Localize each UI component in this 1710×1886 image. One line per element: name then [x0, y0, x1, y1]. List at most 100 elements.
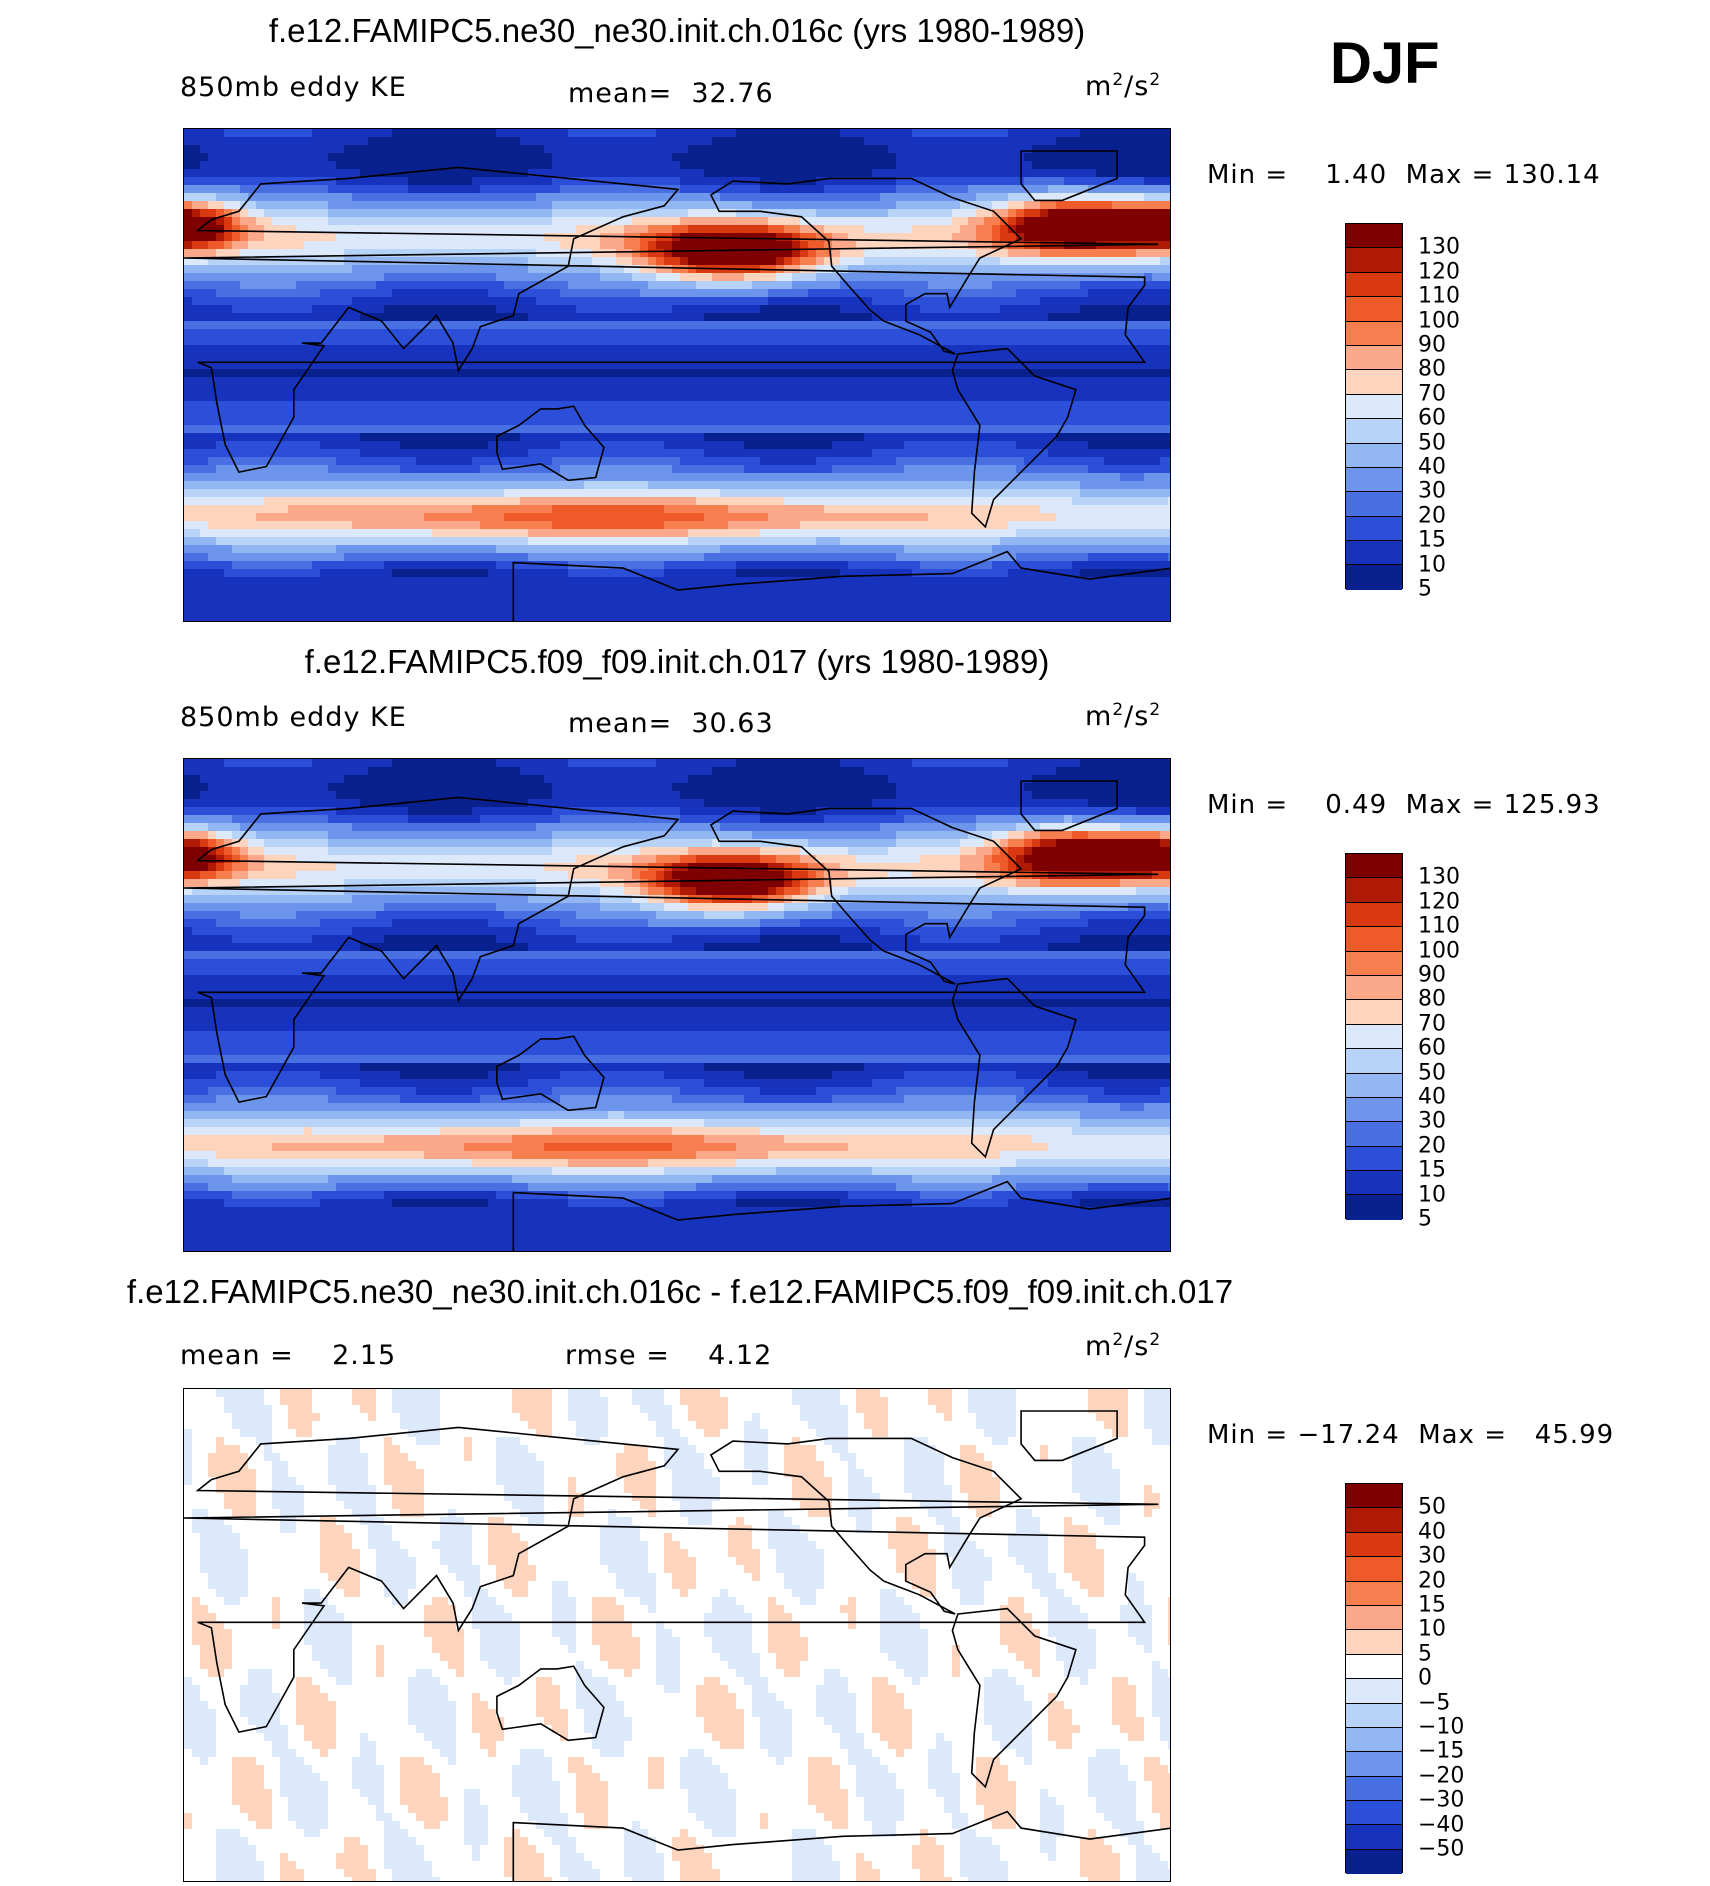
coastline	[1020, 780, 1118, 832]
colorbar-swatch	[1346, 1484, 1402, 1509]
coastline	[951, 977, 1077, 1159]
colorbar-label: 60	[1418, 1036, 1446, 1061]
panel-3-unit-label: m2/s2	[1085, 1330, 1161, 1362]
colorbar-swatch	[1346, 516, 1402, 542]
coastline	[512, 1810, 1170, 1881]
colorbar-label: −40	[1418, 1812, 1464, 1837]
colorbar-label: 15	[1418, 1593, 1446, 1618]
colorbar-swatch	[1346, 224, 1402, 249]
colorbar-label: 90	[1418, 963, 1446, 988]
colorbar-label: 15	[1418, 1158, 1446, 1183]
colorbar-label: 70	[1418, 1011, 1446, 1036]
colorbar-swatch	[1346, 1654, 1402, 1680]
coastline	[709, 1437, 1023, 1615]
colorbar-label: −10	[1418, 1715, 1464, 1740]
colorbar-swatch	[1346, 1000, 1402, 1025]
colorbar-swatch	[1346, 1146, 1402, 1172]
colorbar-label: 30	[1418, 1544, 1446, 1569]
colorbar-label: 130	[1418, 865, 1460, 890]
colorbar-label: −15	[1418, 1739, 1464, 1764]
colorbar-swatch	[1346, 1024, 1402, 1050]
colorbar-label: 30	[1418, 1109, 1446, 1134]
colorbar-label: 10	[1418, 1617, 1446, 1642]
colorbar-label: 0	[1418, 1666, 1432, 1691]
coastline	[184, 1426, 1159, 1734]
colorbar-swatch	[1346, 321, 1402, 346]
colorbar-label: 80	[1418, 357, 1446, 382]
colorbar-swatch	[1346, 1049, 1402, 1074]
colorbar-label: 5	[1418, 1207, 1432, 1232]
colorbar-label: −5	[1418, 1690, 1450, 1715]
panel-1-colorbar	[1345, 223, 1403, 590]
colorbar-label: 110	[1418, 914, 1460, 939]
field-cells	[184, 129, 1170, 621]
colorbar-swatch	[1346, 248, 1402, 273]
field-cells	[184, 1389, 1170, 1881]
coastline	[709, 807, 1023, 985]
colorbar-swatch	[1346, 902, 1402, 928]
colorbar-label: 20	[1418, 1568, 1446, 1593]
colorbar-swatch	[1346, 1508, 1402, 1533]
panel-1-mean-label: mean= 32.76	[568, 78, 774, 109]
colorbar-label: 5	[1418, 577, 1432, 602]
colorbar-swatch	[1346, 878, 1402, 903]
colorbar-swatch	[1346, 443, 1402, 468]
panel-1-title: f.e12.FAMIPC5.ne30_ne30.init.ch.016c (yr…	[183, 12, 1171, 50]
colorbar-swatch	[1346, 1532, 1402, 1558]
coastline	[512, 550, 1170, 621]
colorbar-label: 30	[1418, 479, 1446, 504]
coastline	[709, 177, 1023, 355]
colorbar-swatch	[1346, 1171, 1402, 1196]
coastline	[184, 796, 1159, 1104]
panel-3-title: f.e12.FAMIPC5.ne30_ne30.init.ch.016c - f…	[80, 1273, 1280, 1311]
season-label: DJF	[1330, 30, 1440, 97]
field-cells	[184, 759, 1170, 1251]
coastline	[496, 405, 605, 482]
colorbar-label: 20	[1418, 503, 1446, 528]
colorbar-swatch	[1346, 1630, 1402, 1655]
colorbar-label: 40	[1418, 455, 1446, 480]
colorbar-label: 40	[1418, 1519, 1446, 1544]
colorbar-swatch	[1346, 1703, 1402, 1728]
colorbar-label: 120	[1418, 889, 1460, 914]
colorbar-swatch	[1346, 370, 1402, 395]
colorbar-swatch	[1346, 927, 1402, 952]
colorbar-swatch	[1346, 1605, 1402, 1631]
panel-2-unit-label: m2/s2	[1085, 700, 1161, 732]
colorbar-label: −30	[1418, 1788, 1464, 1813]
coastline	[1020, 150, 1118, 202]
colorbar-label: 100	[1418, 938, 1460, 963]
panel-1-min-max: Min = 1.40 Max = 130.14	[1207, 160, 1601, 190]
colorbar-swatch	[1346, 1679, 1402, 1704]
colorbar-swatch	[1346, 975, 1402, 1001]
colorbar-swatch	[1346, 492, 1402, 517]
colorbar-swatch	[1346, 1073, 1402, 1098]
colorbar-label: 10	[1418, 1182, 1446, 1207]
colorbar-label: 15	[1418, 528, 1446, 553]
colorbar-swatch	[1346, 1122, 1402, 1147]
colorbar-label: 10	[1418, 552, 1446, 577]
colorbar-swatch	[1346, 854, 1402, 879]
panel-1-variable-label: 850mb eddy KE	[180, 72, 407, 103]
colorbar-swatch	[1346, 1752, 1402, 1777]
panel-1-map	[183, 128, 1171, 622]
colorbar-swatch	[1346, 951, 1402, 976]
colorbar-label: 50	[1418, 1495, 1446, 1520]
colorbar-swatch	[1346, 345, 1402, 371]
colorbar-label: −50	[1418, 1837, 1464, 1862]
coastline	[512, 1180, 1170, 1251]
coastline	[496, 1035, 605, 1112]
panel-3-min-max: Min = −17.24 Max = 45.99	[1207, 1420, 1614, 1450]
colorbar-swatch	[1346, 1727, 1402, 1753]
colorbar-label: −20	[1418, 1763, 1464, 1788]
colorbar-label: 110	[1418, 284, 1460, 309]
panel-2-title: f.e12.FAMIPC5.f09_f09.init.ch.017 (yrs 1…	[183, 643, 1171, 681]
colorbar-swatch	[1346, 272, 1402, 298]
panel-2-map	[183, 758, 1171, 1252]
colorbar-label: 40	[1418, 1085, 1446, 1110]
colorbar-label: 70	[1418, 381, 1446, 406]
coastline	[951, 347, 1077, 529]
colorbar-swatch	[1346, 1581, 1402, 1606]
colorbar-swatch	[1346, 541, 1402, 566]
colorbar-swatch	[1346, 1801, 1402, 1826]
